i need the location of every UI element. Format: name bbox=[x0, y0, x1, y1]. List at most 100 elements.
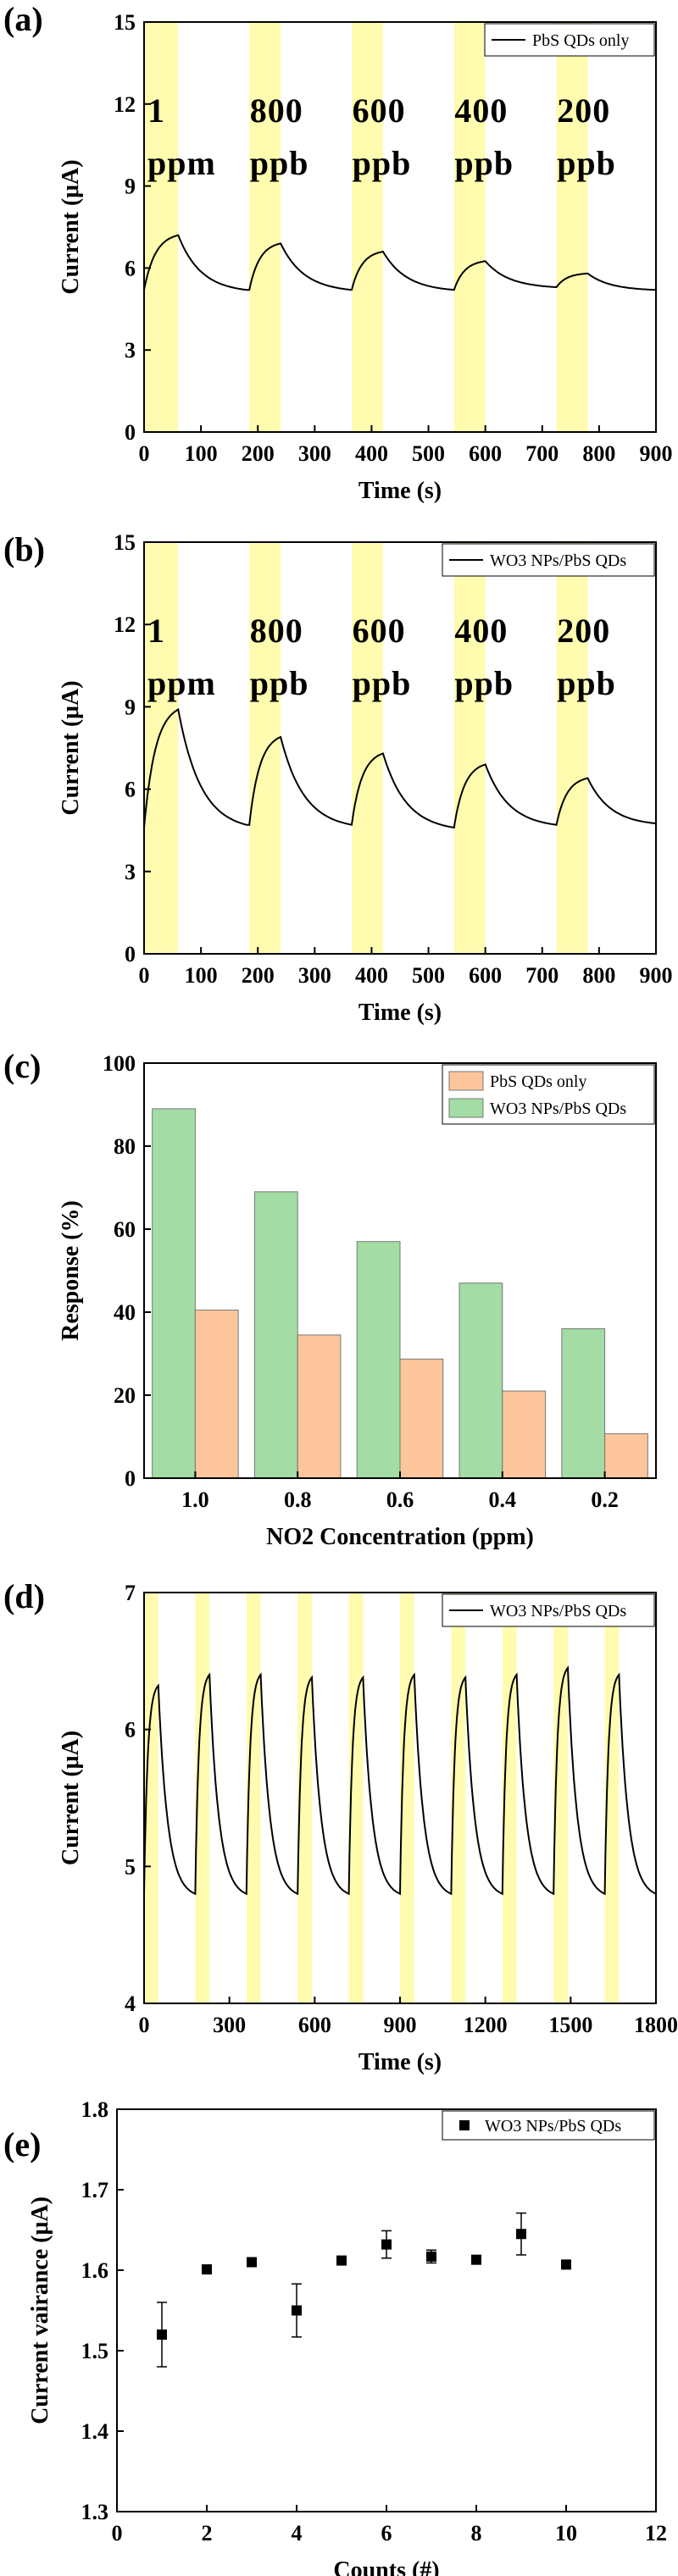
concentration-value: 400 bbox=[454, 91, 508, 130]
y-tick-label: 0 bbox=[125, 942, 136, 967]
data-point bbox=[336, 2255, 347, 2266]
concentration-unit: ppb bbox=[454, 144, 514, 182]
data-point bbox=[247, 2257, 257, 2268]
x-tick-label: 600 bbox=[469, 441, 502, 466]
panel-label: (b) bbox=[3, 530, 45, 568]
y-tick-label: 20 bbox=[114, 1383, 136, 1408]
concentration-value: 400 bbox=[454, 612, 508, 650]
x-tick-label: 900 bbox=[384, 2013, 417, 2037]
y-tick-label: 15 bbox=[114, 10, 136, 35]
y-tick-label: 1.7 bbox=[81, 2178, 109, 2202]
x-tick-label: 1.0 bbox=[181, 1487, 209, 1512]
series-line bbox=[143, 1665, 657, 1896]
plot-frame bbox=[143, 1062, 657, 1479]
y-tick-label: 60 bbox=[114, 1217, 136, 1242]
y-tick-label: 15 bbox=[114, 530, 136, 555]
gas-on-band bbox=[249, 22, 281, 432]
x-tick-label: 300 bbox=[298, 441, 331, 466]
plot-frame bbox=[143, 541, 657, 955]
x-tick-label: 700 bbox=[525, 963, 559, 988]
y-tick-label: 7 bbox=[125, 1581, 136, 1605]
x-axis-label: Time (s) bbox=[358, 478, 442, 504]
y-tick-label: 9 bbox=[125, 175, 136, 199]
y-tick-label: 1.4 bbox=[81, 2419, 109, 2444]
data-point bbox=[157, 2329, 167, 2340]
legend-label: WO3 NPs/PbS QDs bbox=[485, 2117, 621, 2136]
y-tick-label: 6 bbox=[125, 1718, 136, 1742]
x-tick-label: 500 bbox=[412, 963, 445, 988]
x-tick-label: 500 bbox=[412, 441, 445, 466]
concentration-value: 800 bbox=[250, 91, 303, 130]
x-tick-label: 10 bbox=[555, 2521, 577, 2546]
gas-on-band bbox=[400, 1593, 414, 2003]
concentration-unit: ppb bbox=[454, 664, 514, 702]
y-tick-label: 12 bbox=[114, 92, 136, 117]
x-tick-label: 700 bbox=[525, 441, 559, 466]
data-point bbox=[381, 2239, 392, 2250]
bar bbox=[502, 1390, 547, 1479]
y-tick-label: 3 bbox=[125, 338, 136, 363]
y-tick-label: 12 bbox=[114, 612, 136, 637]
gas-on-band bbox=[556, 542, 588, 954]
x-tick-label: 1200 bbox=[464, 2013, 508, 2037]
x-tick-label: 600 bbox=[469, 963, 502, 988]
legend-box bbox=[442, 543, 655, 577]
y-axis-label: Current (μA) bbox=[58, 1731, 84, 1865]
plot-frame bbox=[116, 2108, 657, 2512]
gas-on-band bbox=[451, 1593, 466, 2003]
bar bbox=[253, 1191, 298, 1479]
data-point bbox=[202, 2264, 212, 2275]
gas-on-band bbox=[144, 1593, 158, 2003]
x-tick-label: 0.4 bbox=[489, 1487, 517, 1512]
gas-on-band bbox=[556, 22, 588, 432]
chart-panel-e: 1.3 1.4 1.5 1.6 1.7 1.8 0 2 4 6 8 10 12 Counts (#) Cur… bbox=[3, 2097, 667, 2576]
panel-label: (a) bbox=[3, 0, 43, 38]
legend-label: WO3 NPs/PbS QDs bbox=[490, 1602, 626, 1620]
legend-label: WO3 NPs/PbS QDs bbox=[490, 551, 626, 570]
gas-on-band bbox=[246, 1593, 261, 2003]
x-tick-label: 2 bbox=[202, 2521, 213, 2546]
gas-on-band bbox=[453, 22, 486, 432]
panel-label: (c) bbox=[3, 1047, 41, 1085]
y-tick-label: 9 bbox=[125, 695, 136, 719]
legend-label: WO3 NPs/PbS QDs bbox=[490, 1100, 626, 1118]
legend-marker bbox=[459, 2120, 470, 2130]
chart-panel-a: 1 ppm 800 ppb 600 ppb 400 ppb 200 ppb 0 3 6 9 12 15 0 100… bbox=[3, 0, 673, 504]
gas-on-band bbox=[144, 542, 179, 954]
y-tick-label: 3 bbox=[125, 860, 136, 884]
x-tick-label: 1800 bbox=[634, 2013, 678, 2037]
y-tick-label: 1.8 bbox=[81, 2097, 109, 2122]
gas-on-band bbox=[351, 22, 383, 432]
x-tick-label: 4 bbox=[292, 2521, 303, 2546]
y-tick-label: 80 bbox=[114, 1134, 136, 1159]
x-tick-label: 100 bbox=[185, 963, 218, 988]
data-point bbox=[292, 2305, 302, 2316]
x-tick-label: 12 bbox=[645, 2521, 667, 2546]
bar bbox=[604, 1433, 648, 1479]
x-tick-label: 900 bbox=[640, 963, 673, 988]
y-tick-label: 4 bbox=[125, 1992, 136, 2016]
x-tick-label: 0 bbox=[139, 441, 150, 466]
concentration-unit: ppb bbox=[250, 664, 309, 702]
gas-on-band bbox=[249, 542, 281, 954]
y-axis-label: Response (%) bbox=[58, 1200, 84, 1341]
concentration-value: 600 bbox=[353, 91, 406, 130]
gas-on-band bbox=[297, 1593, 312, 2003]
y-tick-label: 1.6 bbox=[81, 2258, 109, 2283]
data-point bbox=[471, 2254, 481, 2265]
data-point bbox=[426, 2251, 436, 2262]
x-axis-label: NO2 Concentration (ppm) bbox=[266, 1524, 534, 1550]
gas-on-band bbox=[348, 1593, 364, 2003]
concentration-value: 600 bbox=[353, 612, 406, 650]
bar bbox=[194, 1310, 239, 1479]
y-axis-label: Current (μA) bbox=[58, 159, 84, 294]
concentration-value: 1 bbox=[147, 91, 165, 130]
bar bbox=[356, 1241, 401, 1479]
x-axis-label: Time (s) bbox=[358, 1000, 442, 1026]
concentration-unit: ppb bbox=[557, 144, 616, 182]
legend-label: PbS QDs only bbox=[490, 1072, 586, 1091]
bar bbox=[297, 1334, 342, 1479]
y-axis-label: Current vairance (μA) bbox=[27, 2197, 53, 2424]
legend-swatch bbox=[448, 1071, 484, 1091]
